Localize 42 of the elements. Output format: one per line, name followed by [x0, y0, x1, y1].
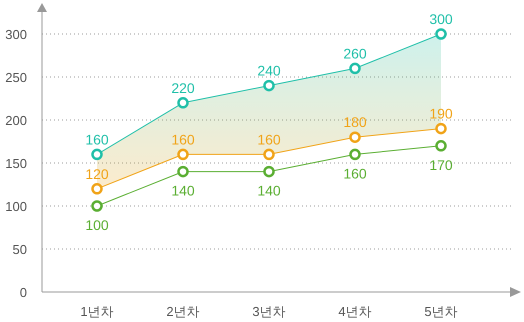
- data-label: 160: [171, 131, 195, 148]
- point: [91, 148, 103, 160]
- data-label: 160: [85, 131, 109, 148]
- data-label: 120: [85, 166, 109, 182]
- y-tick-label: 200: [5, 113, 27, 128]
- y-tick-label: 150: [5, 156, 27, 171]
- point: [91, 183, 103, 195]
- point: [349, 131, 361, 143]
- data-label: 170: [429, 156, 453, 173]
- point: [435, 28, 447, 40]
- data-label: 260: [343, 45, 367, 62]
- data-label: 140: [257, 182, 281, 199]
- x-tick-label: 2년차: [166, 304, 200, 319]
- point: [263, 80, 275, 92]
- point: [177, 166, 189, 178]
- point: [91, 200, 103, 212]
- data-label: 300: [429, 11, 453, 27]
- data-label: 140: [171, 182, 195, 199]
- y-tick-label: 300: [5, 27, 27, 42]
- point: [263, 148, 275, 160]
- point: [177, 97, 189, 109]
- x-tick-label: 1년차: [80, 304, 114, 319]
- point: [435, 140, 447, 152]
- x-tick-label: 4년차: [338, 304, 372, 319]
- point: [263, 166, 275, 178]
- x-tick-label: 5년차: [424, 304, 458, 319]
- y-tick-label: 100: [5, 199, 27, 214]
- point: [349, 62, 361, 74]
- data-label: 160: [257, 131, 281, 148]
- data-label: 190: [429, 106, 453, 122]
- y-tick-label: 0: [20, 285, 27, 300]
- y-tick-label: 50: [12, 242, 27, 257]
- x-tick-label: 3년차: [252, 304, 286, 319]
- point: [349, 148, 361, 160]
- data-label: 220: [171, 80, 195, 96]
- data-label: 160: [343, 165, 367, 182]
- point: [435, 122, 447, 134]
- y-tick-label: 250: [5, 70, 27, 85]
- data-label: 240: [257, 62, 281, 79]
- point: [177, 148, 189, 160]
- data-label: 180: [343, 114, 367, 130]
- data-label: 100: [85, 217, 109, 233]
